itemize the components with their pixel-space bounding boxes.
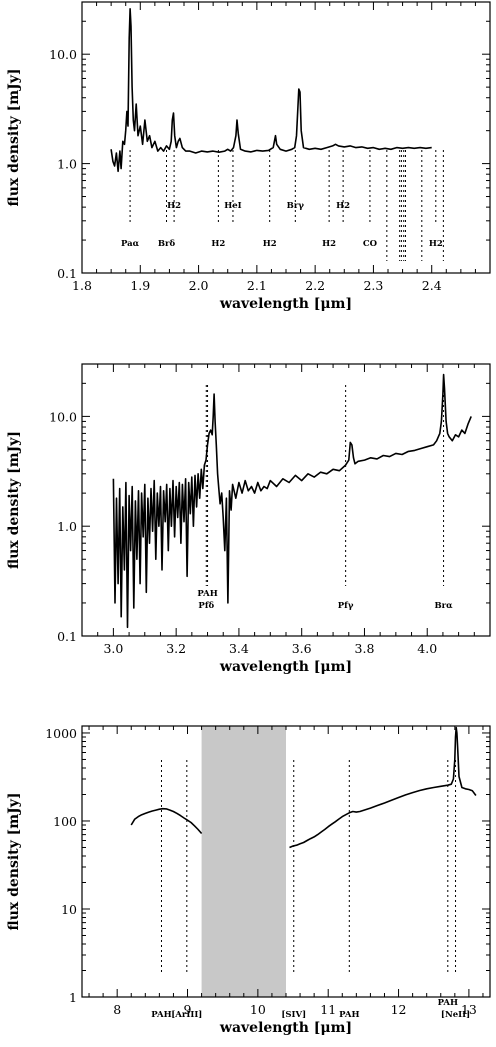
x-tick-label: 2.4	[422, 278, 442, 293]
y-tick-label: 1.0	[57, 157, 77, 172]
marker-label: [NeII]	[441, 1010, 470, 1020]
marker-label: Brα	[434, 601, 453, 611]
y-tick-label: 10.0	[49, 47, 77, 62]
marker-label: Paα	[121, 239, 140, 249]
shaded-region	[201, 726, 286, 997]
series-line	[130, 807, 203, 835]
x-tick-label: 3.0	[103, 641, 123, 656]
marker-label: CO	[363, 239, 378, 249]
series-line	[110, 8, 432, 173]
x-tick-label: 13	[461, 1002, 477, 1017]
marker-label: H2	[211, 239, 225, 249]
x-tick-label: 3.2	[166, 641, 186, 656]
marker-label: HeI	[224, 201, 241, 211]
marker-label: [ArIII]	[171, 1010, 202, 1020]
x-axis-label: wavelength [μm]	[219, 1020, 352, 1036]
x-tick-label: 2.0	[189, 278, 209, 293]
chart-panel-1: Paα Brδ H2 H2 HeI H2 Brγ H2 H2 CO H2 1.8 1.9 2.0 2.1 2.…	[6, 1, 491, 312]
marker-label: H2	[429, 239, 443, 249]
chart-panel-2: PAH Pfδ Pfγ Brα 3.0 3.2 3.4 3.6 3.8 4.0 0.1 1.0 10.0…	[6, 363, 491, 675]
y-tick-label: 0.1	[57, 266, 77, 281]
plot-frame	[81, 363, 491, 637]
marker-label: Brγ	[287, 201, 305, 211]
y-tick-label: 10	[61, 902, 77, 917]
y-tick-label: 100	[53, 814, 77, 829]
marker-label: H2	[167, 201, 181, 211]
marker-label: PAH	[197, 589, 217, 599]
marker-label: [SIV]	[281, 1010, 306, 1020]
marker-label: PAH	[438, 998, 458, 1008]
series-line	[112, 373, 472, 629]
series-line	[289, 726, 477, 849]
x-tick-label: 3.8	[355, 641, 375, 656]
marker-label: Pfδ	[198, 601, 214, 611]
x-tick-label: 3.4	[229, 641, 249, 656]
y-axis-label: flux density [mJy]	[6, 69, 22, 207]
y-tick-label: 10.0	[49, 409, 77, 424]
x-tick-label: 1.8	[72, 278, 92, 293]
x-tick-label: 2.3	[363, 278, 383, 293]
y-axis-label: flux density [mJy]	[6, 793, 22, 931]
x-tick-label: 11	[320, 1002, 336, 1017]
x-tick-label: 9	[184, 1002, 192, 1017]
marker-label: Pfγ	[338, 601, 354, 611]
x-tick-label: 12	[391, 1002, 407, 1017]
x-tick-label: 2.2	[305, 278, 325, 293]
y-tick-label: 1.0	[57, 519, 77, 534]
y-tick-label: 1	[69, 990, 77, 1005]
marker-label: PAH	[339, 1010, 359, 1020]
x-axis-label: wavelength [μm]	[219, 296, 352, 312]
y-axis-label: flux density [mJy]	[6, 431, 22, 569]
marker-label: H2	[263, 239, 277, 249]
x-tick-label: 2.1	[247, 278, 267, 293]
x-tick-label: 10	[250, 1002, 266, 1017]
x-tick-label: 1.9	[130, 278, 150, 293]
y-tick-label: 0.1	[57, 629, 77, 644]
x-tick-label: 8	[113, 1002, 121, 1017]
x-tick-label: 4.0	[417, 641, 437, 656]
marker-label: PAH	[151, 1010, 171, 1020]
marker-label: Brδ	[158, 239, 176, 249]
marker-label: H2	[336, 201, 350, 211]
y-tick-label: 1000	[45, 726, 77, 741]
marker-label: H2	[322, 239, 336, 249]
x-axis-label: wavelength [μm]	[219, 659, 352, 675]
x-tick-label: 3.6	[292, 641, 312, 656]
